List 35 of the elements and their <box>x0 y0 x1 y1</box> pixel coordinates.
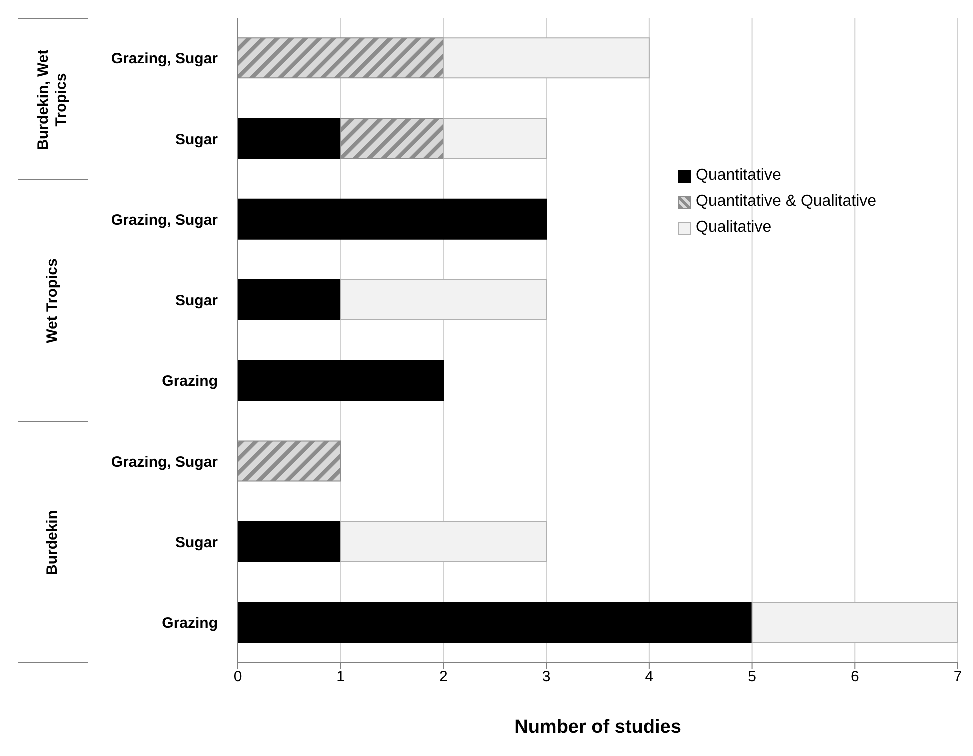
x-tick-label: 6 <box>850 668 860 686</box>
legend-label: Qualitative <box>696 218 772 238</box>
text: Burdekin, Wet Tropics <box>35 48 71 152</box>
legend-label: Quantitative & Qualitative <box>696 192 877 212</box>
bar <box>238 118 342 160</box>
y-tick-label: Sugar <box>175 534 218 552</box>
bar <box>752 602 958 644</box>
bar <box>238 521 342 562</box>
text: Burdekin <box>44 510 62 578</box>
bar <box>238 360 444 402</box>
x-axis-title: Number of studies <box>514 717 682 738</box>
y-tick-label: Grazing <box>162 615 218 632</box>
bar <box>238 280 342 321</box>
x-tick-label: 4 <box>645 668 654 686</box>
bar <box>238 602 753 644</box>
x-tick-label: 3 <box>542 668 551 686</box>
y-tick-label: Grazing, Sugar <box>111 212 218 229</box>
y-tick-label: Grazing, Sugar <box>111 50 218 68</box>
x-tick-label: 7 <box>954 668 962 686</box>
x-tick-label: 5 <box>748 668 756 686</box>
bar <box>340 118 444 160</box>
x-tick-label: 0 <box>234 668 242 686</box>
x-tick-label: 2 <box>440 668 448 686</box>
x-tick-label: 1 <box>336 668 346 686</box>
bar <box>340 521 548 562</box>
legend-label: Quantitative <box>696 166 782 186</box>
text: Wet Tropics <box>44 258 62 346</box>
y-tick-label: Sugar <box>175 131 218 148</box>
bar <box>340 280 548 321</box>
y-tick-label: Sugar <box>175 292 218 310</box>
bar <box>443 118 548 160</box>
y-tick-label: Grazing <box>162 373 218 390</box>
y-tick-label: Grazing, Sugar <box>111 454 218 471</box>
bar <box>443 38 650 79</box>
bar <box>238 198 548 240</box>
